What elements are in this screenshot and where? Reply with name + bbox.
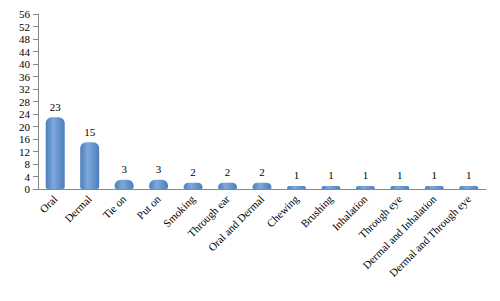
- svg-text:Dermal and Through eye: Dermal and Through eye: [387, 193, 473, 279]
- svg-text:20: 20: [19, 121, 31, 133]
- svg-text:1: 1: [294, 169, 300, 181]
- svg-text:24: 24: [19, 108, 31, 120]
- svg-text:Oral: Oral: [37, 193, 59, 215]
- svg-text:Oral and Dermal: Oral and Dermal: [206, 193, 267, 254]
- svg-text:16: 16: [19, 133, 31, 145]
- svg-text:52: 52: [19, 21, 30, 33]
- svg-text:23: 23: [50, 101, 62, 113]
- svg-text:Put on: Put on: [134, 192, 163, 221]
- svg-text:Through ear: Through ear: [185, 192, 232, 240]
- svg-text:1: 1: [363, 169, 369, 181]
- svg-text:2: 2: [190, 166, 196, 178]
- svg-text:Dermal: Dermal: [62, 193, 94, 225]
- svg-text:48: 48: [19, 33, 31, 45]
- svg-text:2: 2: [259, 166, 265, 178]
- svg-text:1: 1: [397, 169, 403, 181]
- svg-text:56: 56: [19, 8, 31, 20]
- svg-text:1: 1: [432, 169, 438, 181]
- svg-text:1: 1: [328, 169, 334, 181]
- svg-text:Tie on: Tie on: [100, 192, 129, 221]
- svg-text:32: 32: [19, 83, 30, 95]
- svg-text:Brushing: Brushing: [298, 192, 336, 230]
- svg-text:3: 3: [156, 163, 162, 175]
- svg-text:Smoking: Smoking: [160, 192, 198, 230]
- svg-text:44: 44: [19, 46, 31, 58]
- svg-text:36: 36: [19, 71, 31, 83]
- svg-text:8: 8: [25, 158, 31, 170]
- svg-text:12: 12: [19, 146, 30, 158]
- svg-text:Chewing: Chewing: [264, 192, 301, 229]
- svg-text:2: 2: [225, 166, 231, 178]
- svg-text:28: 28: [19, 96, 31, 108]
- svg-text:3: 3: [121, 163, 127, 175]
- svg-text:1: 1: [466, 169, 472, 181]
- svg-text:Dermal and Inhalation: Dermal and Inhalation: [360, 192, 439, 272]
- svg-text:Inhalation: Inhalation: [329, 192, 370, 233]
- svg-text:0: 0: [25, 183, 31, 195]
- svg-text:40: 40: [19, 58, 31, 70]
- svg-text:4: 4: [25, 171, 31, 183]
- svg-text:Through eye: Through eye: [356, 192, 405, 241]
- svg-text:15: 15: [84, 126, 96, 138]
